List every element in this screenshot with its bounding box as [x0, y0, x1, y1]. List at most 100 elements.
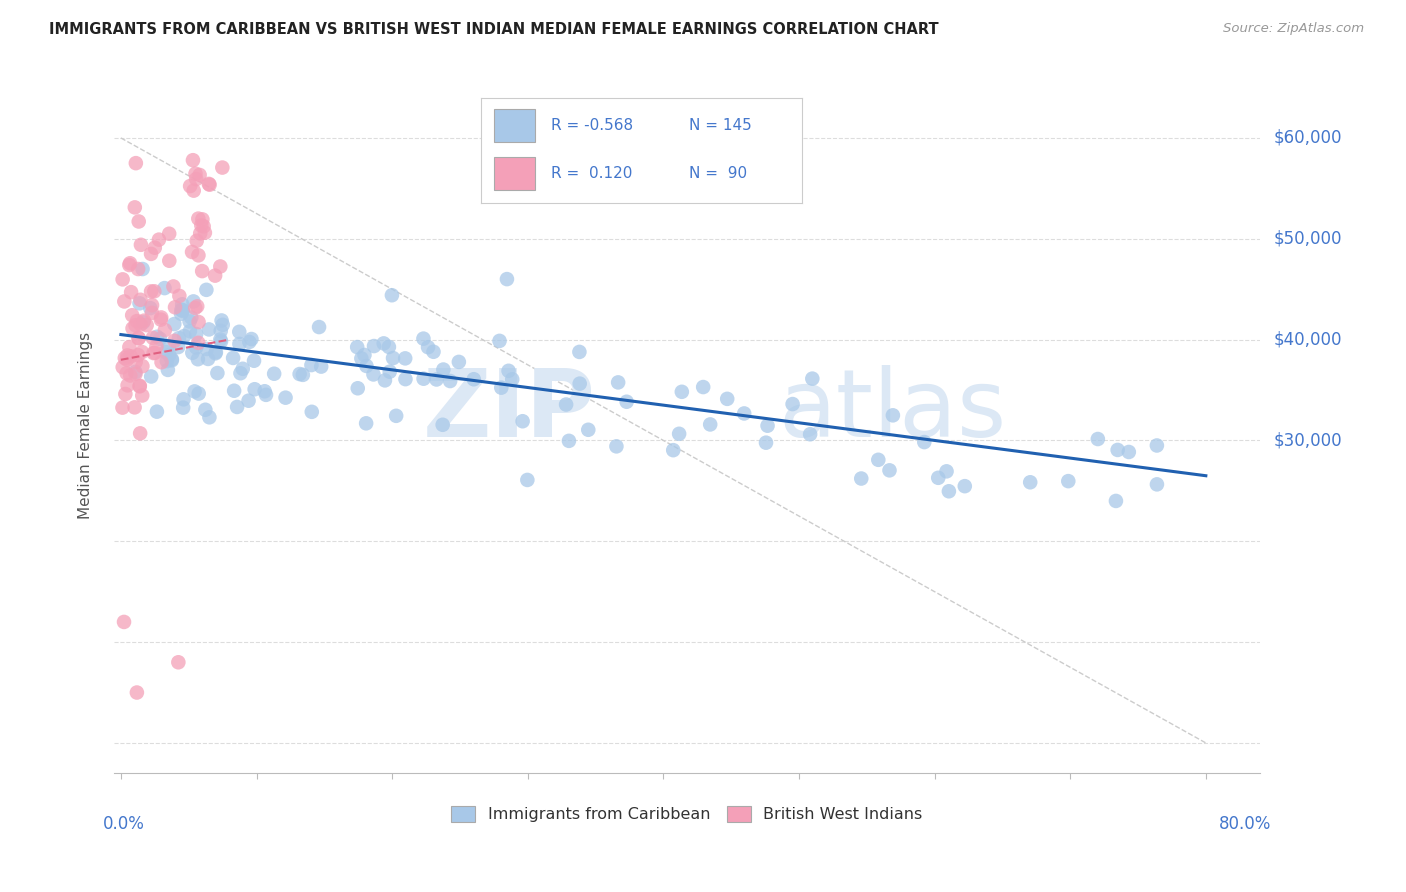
Point	[146, 405, 169, 419]
Point	[232, 361, 254, 376]
Point	[111, 272, 134, 286]
Point	[692, 380, 714, 394]
Point	[194, 402, 217, 417]
Point	[157, 348, 180, 362]
Point	[496, 272, 519, 286]
Point	[1118, 445, 1140, 459]
Point	[160, 352, 183, 367]
Point	[373, 336, 395, 351]
Point	[671, 384, 693, 399]
Point	[184, 167, 207, 181]
Point	[163, 334, 186, 348]
Point	[198, 178, 221, 192]
Point	[346, 340, 368, 354]
Point	[576, 423, 599, 437]
Point	[157, 227, 180, 241]
Point	[228, 325, 250, 339]
Point	[229, 366, 252, 380]
Point	[169, 289, 191, 303]
Point	[412, 332, 434, 346]
Point	[195, 342, 218, 356]
Point	[187, 352, 209, 367]
Point	[422, 344, 444, 359]
Point	[124, 401, 146, 415]
Point	[124, 200, 146, 214]
Text: $50,000: $50,000	[1274, 230, 1343, 248]
Point	[350, 351, 373, 366]
Point	[172, 303, 194, 318]
Text: atlas: atlas	[779, 366, 1007, 458]
Text: Source: ZipAtlas.com: Source: ZipAtlas.com	[1223, 22, 1364, 36]
Point	[211, 161, 233, 175]
Point	[139, 285, 162, 299]
Point	[117, 378, 139, 392]
Point	[354, 417, 377, 431]
Point	[112, 615, 135, 629]
Point	[1019, 475, 1042, 490]
Point	[187, 386, 209, 401]
Point	[131, 388, 153, 402]
Point	[167, 655, 190, 669]
Point	[187, 315, 209, 329]
Point	[291, 368, 314, 382]
Point	[172, 303, 194, 318]
Point	[179, 179, 201, 194]
Point	[516, 473, 538, 487]
Point	[953, 479, 976, 493]
Point	[127, 348, 149, 362]
Point	[173, 329, 195, 343]
Point	[186, 172, 208, 186]
Point	[143, 241, 166, 255]
Point	[150, 310, 173, 325]
Point	[148, 233, 170, 247]
Point	[226, 400, 249, 414]
Point	[135, 318, 157, 333]
Point	[114, 351, 136, 365]
Point	[209, 260, 232, 274]
Point	[207, 366, 229, 380]
Point	[607, 376, 630, 390]
Point	[167, 340, 190, 354]
Point	[160, 353, 183, 368]
Point	[163, 317, 186, 331]
Point	[183, 184, 205, 198]
Point	[120, 349, 142, 363]
Point	[118, 258, 141, 272]
Point	[195, 283, 218, 297]
Point	[124, 367, 146, 381]
Point	[129, 293, 152, 307]
Point	[170, 307, 193, 321]
Point	[129, 426, 152, 441]
Point	[209, 324, 232, 338]
Point	[463, 372, 485, 386]
Point	[184, 301, 207, 315]
Point	[128, 379, 150, 393]
Point	[131, 359, 153, 373]
Point	[149, 332, 172, 346]
Point	[243, 353, 266, 368]
Point	[173, 392, 195, 407]
Point	[425, 372, 447, 386]
Point	[309, 359, 332, 374]
Y-axis label: Median Female Earnings: Median Female Earnings	[79, 332, 93, 519]
Point	[155, 345, 177, 359]
Point	[181, 346, 204, 360]
Point	[198, 322, 221, 336]
Point	[491, 381, 513, 395]
Point	[186, 341, 208, 355]
Point	[111, 360, 134, 375]
Point	[851, 471, 873, 485]
Point	[197, 351, 219, 366]
Point	[142, 331, 165, 345]
Point	[756, 418, 779, 433]
Point	[191, 264, 214, 278]
Point	[141, 369, 163, 384]
Point	[131, 262, 153, 277]
Point	[142, 346, 165, 360]
Text: $60,000: $60,000	[1274, 129, 1343, 147]
Point	[416, 340, 439, 354]
Point	[141, 298, 163, 312]
Point	[172, 297, 194, 311]
Point	[139, 247, 162, 261]
Point	[125, 685, 148, 699]
